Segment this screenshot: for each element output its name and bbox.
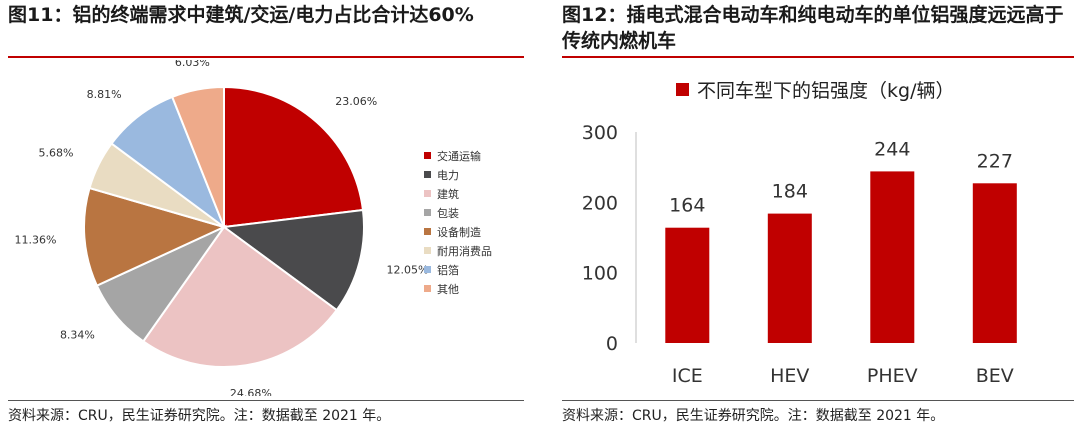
x-category-label: ICE [672,365,703,387]
bar-data-label: 227 [977,150,1013,172]
bar-source-note: 资料来源：CRU，民生证券研究院。注：数据截至 2021 年。 [562,408,945,424]
y-tick-label: 300 [582,122,618,144]
legend-label: 交通运输 [437,149,481,163]
pie-slice [83,186,227,287]
legend-swatch [424,209,431,216]
pie-data-label: 24.68% [230,387,272,396]
bar [665,227,710,343]
legend-label: 建筑 [437,187,459,201]
pie-legend-item: 其他 [424,279,492,298]
bar-figure-title: 图12：插电式混合电动车和纯电动车的单位铝强度远远高于传统内燃机车 [562,4,1064,52]
legend-label: 电力 [437,168,459,182]
legend-label: 铝箔 [437,263,459,277]
bar-legend-label: 不同车型下的铝强度（kg/辆） [697,80,955,102]
x-category-label: PHEV [867,365,918,387]
legend-swatch [424,285,431,292]
pie-data-label: 8.34% [60,329,95,342]
pie-figure-panel: 图11：铝的终端需求中建筑/交运/电力占比合计达60% 23.06% 12.05%… [0,0,528,433]
x-category-label: HEV [770,365,809,387]
source-divider [8,400,524,401]
pie-legend-item: 包装 [424,203,492,222]
legend-swatch [424,190,431,197]
bar-legend-swatch [676,83,689,96]
pie-data-label: 23.06% [335,95,377,108]
pie-legend-item: 交通运输 [424,146,492,165]
pie-data-label: 8.81% [87,88,122,101]
pie-data-label: 5.68% [39,146,74,159]
y-tick-label: 0 [606,333,618,355]
y-tick-label: 200 [582,192,618,214]
bar-data-label: 244 [874,138,910,160]
legend-label: 耐用消费品 [437,244,492,258]
bar [767,213,812,343]
bar [870,171,915,343]
pie-legend-item: 耐用消费品 [424,241,492,260]
pie-slice [141,225,339,368]
legend-swatch [424,266,431,273]
bar [972,183,1017,343]
pie-data-label: 12.05% [387,264,429,277]
legend-swatch [424,171,431,178]
pie-legend-item: 设备制造 [424,222,492,241]
source-divider [562,400,1074,401]
bar-chart: 0 100 200 300 164 ICE 184 HEV 244 PHEV 227 BEV [582,122,1017,387]
legend-swatch [424,152,431,159]
pie-figure-title: 图11：铝的终端需求中建筑/交运/电力占比合计达60% [8,4,474,26]
pie-chart: 23.06% 12.05% 24.68% 8.34% 11.36% 5.68% 8.81% 6… [15,60,429,396]
bar-legend: 不同车型下的铝强度（kg/辆） [676,76,954,103]
legend-label: 其他 [437,282,459,296]
pie-legend-item: 建筑 [424,184,492,203]
title-divider [562,56,1074,58]
legend-swatch [424,228,431,235]
pie-data-label: 11.36% [15,234,57,247]
legend-label: 设备制造 [437,225,481,239]
title-divider [8,56,524,58]
bar-figure-panel: 图12：插电式混合电动车和纯电动车的单位铝强度远远高于传统内燃机车 不同车型下的… [556,0,1080,433]
legend-label: 包装 [437,206,459,220]
bar-data-label: 184 [772,181,808,203]
pie-slice [223,85,365,229]
pie-slice [170,85,225,228]
pie-source-note: 资料来源：CRU，民生证券研究院。注：数据截至 2021 年。 [8,408,391,424]
pie-data-label: 6.03% [175,60,210,69]
pie-legend-item: 铝箔 [424,260,492,279]
bar-data-label: 164 [669,195,705,217]
pie-legend-item: 电力 [424,165,492,184]
y-tick-label: 100 [582,263,618,285]
pie-legend: 交通运输电力建筑包装设备制造耐用消费品铝箔其他 [424,146,492,298]
x-category-label: BEV [976,365,1014,387]
pie-slice [221,208,365,312]
legend-swatch [424,247,431,254]
